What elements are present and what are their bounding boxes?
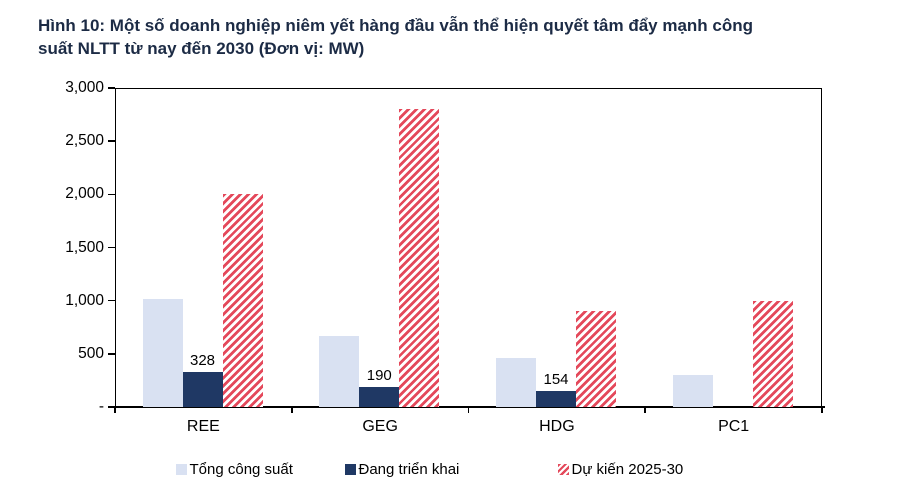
legend-label-planned: Dự kiến 2025-30 — [571, 461, 684, 478]
bar-geg-series0 — [319, 335, 360, 407]
y-axis-tick — [108, 353, 115, 355]
chart-title-line2: suất NLTT từ nay đến 2030 (Đơn vị: MW) — [38, 39, 365, 58]
y-axis-label: 1,500 — [65, 238, 104, 256]
x-axis-tick — [467, 407, 470, 413]
bar-value-label: 190 — [366, 366, 392, 384]
bar-value-label: 328 — [189, 352, 216, 370]
y-axis-tick — [108, 299, 115, 302]
bar-geg-series2 — [399, 109, 440, 407]
bar-pc1-series2 — [752, 300, 793, 407]
chart-title: Hình 10: Một số doanh nghiệp niêm yết hà… — [38, 14, 753, 60]
bar-pc1-series0 — [672, 375, 713, 407]
bar-ree-series0 — [142, 298, 183, 407]
legend-swatch-inprogress — [345, 464, 356, 475]
chart-title-line1: Hình 10: Một số doanh nghiệp niêm yết hà… — [38, 16, 754, 35]
legend-swatch-planned — [558, 464, 569, 475]
y-axis-tick — [108, 193, 115, 196]
legend-item-inprogress: Đang triển khai — [345, 461, 459, 478]
y-axis-tick — [108, 140, 115, 142]
x-axis-label: GEG — [362, 418, 398, 435]
y-axis-label: 3,000 — [65, 79, 104, 96]
bar-geg-series1 — [359, 386, 400, 407]
y-axis-label: - — [98, 398, 104, 415]
y-axis-tick — [108, 406, 115, 408]
bar-hdg-series1 — [536, 390, 576, 407]
x-axis-tick — [114, 407, 116, 413]
legend-item-total: Tổng công suất — [176, 461, 293, 478]
x-axis-tick — [644, 407, 647, 413]
x-axis-tick — [290, 407, 293, 413]
bar-ree-series1 — [182, 372, 223, 407]
bar-value-label: 154 — [543, 370, 569, 388]
bar-ree-series2 — [222, 194, 263, 407]
bar-hdg-series2 — [576, 311, 616, 407]
x-axis-label: PC1 — [718, 418, 750, 435]
bar-hdg-series0 — [496, 358, 536, 407]
y-axis-label: 2,500 — [65, 132, 104, 150]
x-axis-line — [113, 405, 825, 408]
y-axis-tick — [108, 87, 115, 89]
legend-swatch-total — [176, 464, 187, 475]
y-axis-label: 1,000 — [65, 291, 104, 309]
legend-item-planned: Dự kiến 2025-30 — [558, 461, 683, 478]
y-axis-tick — [108, 246, 115, 249]
y-axis-label: 2,000 — [65, 185, 104, 203]
legend-label-total: Tổng công suất — [189, 461, 293, 478]
y-axis-label: 500 — [78, 344, 104, 362]
legend-label-inprogress: Đang triển khai — [358, 461, 460, 478]
x-axis-label: HDG — [539, 418, 575, 435]
x-axis-label: REE — [186, 418, 220, 435]
x-axis-tick — [821, 407, 823, 413]
